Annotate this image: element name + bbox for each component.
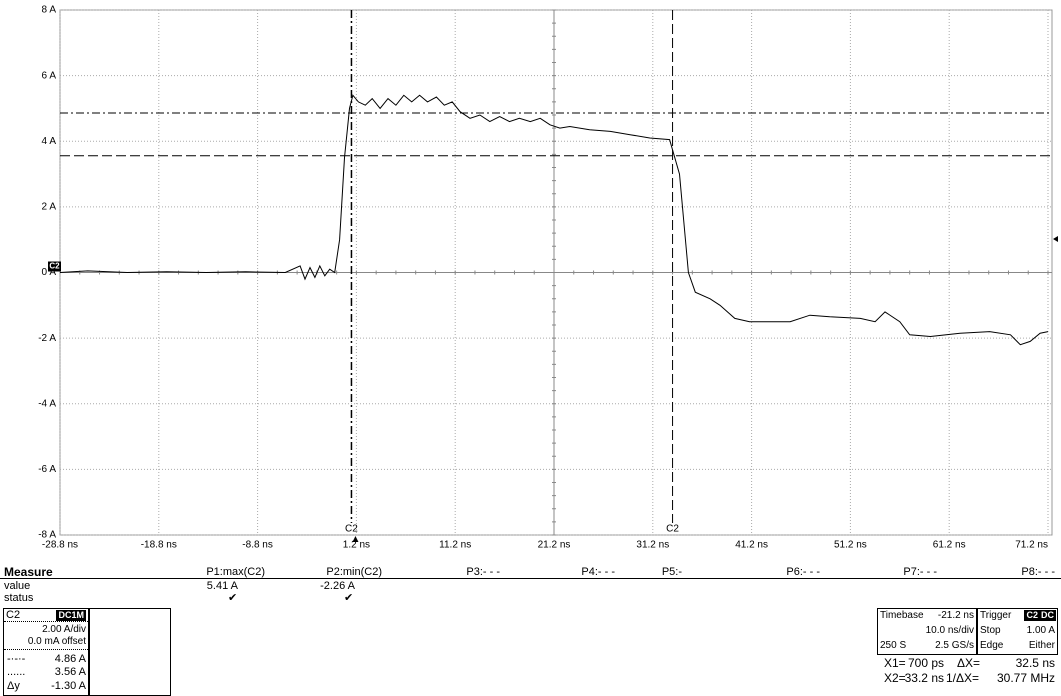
channel-marker: C2	[49, 262, 60, 271]
separator	[4, 621, 88, 622]
measure-param: P6:- - -	[786, 566, 820, 578]
trigger-type: Edge	[980, 640, 1004, 651]
y-tick-label: -6 A	[38, 464, 56, 475]
waveform	[59, 94, 1049, 346]
x-tick-label: -8.8 ns	[242, 540, 273, 551]
y-tick-label: 6 A	[42, 70, 57, 81]
measure-param: P4:- - -	[581, 566, 615, 578]
trigger-coupling: DC	[1039, 610, 1056, 621]
measure-param: P1:max(C2)	[206, 566, 265, 578]
trigger-slope: Either	[1028, 640, 1055, 651]
x-tick-label: 21.2 ns	[538, 540, 571, 551]
y-tick-label: 8 A	[42, 5, 57, 16]
x-tick-label: 41.2 ns	[735, 540, 768, 551]
x2-label: X2=	[884, 671, 906, 685]
status-icon: ✔	[344, 592, 354, 604]
x2-value: 33.2 ns	[904, 671, 944, 685]
x-tick-label: 51.2 ns	[834, 540, 867, 551]
trigger-title: Trigger	[980, 610, 1012, 621]
row-label: value	[4, 580, 31, 592]
timebase-box: Timebase -21.2 ns 10.0 ns/div 250 S 2.5 …	[877, 608, 977, 655]
empty-box	[89, 608, 171, 696]
dx-value: 32.5 ns	[1015, 656, 1055, 670]
cursor-tag: C2	[666, 524, 679, 535]
measure-value: -2.26 A	[320, 580, 355, 592]
timebase-delay: -21.2 ns	[937, 610, 974, 621]
dx-label: ΔX=	[957, 656, 981, 670]
dy-label: Δy	[7, 680, 20, 692]
separator	[0, 578, 1061, 579]
coupling-badge: DC1M	[56, 610, 86, 621]
x-tick-label: 1.2 ns	[343, 540, 370, 551]
timebase-div: 10.0 ns/div	[925, 625, 974, 636]
trigger-box: Trigger C2 DC Stop 1.00 A Edge Either	[977, 608, 1058, 655]
y-tick-label: -2 A	[38, 333, 56, 344]
inv-value: 30.77 MHz	[996, 671, 1055, 685]
timebase-samples: 250 S	[880, 640, 907, 651]
x1-value: 700 ps	[907, 656, 944, 670]
measure-param: P2:min(C2)	[326, 566, 382, 578]
y-tick-label: 4 A	[42, 136, 57, 147]
x-tick-label: 11.2 ns	[439, 540, 471, 551]
row-label: status	[4, 592, 34, 604]
chart: -8 A -6 A -4 A -2 A 0 A 2 A 4 A 6 A 8 A -28.8 ns -…	[38, 5, 1058, 551]
channel-box: C2 DC1M 2.00 A/div 0.0 mA offset -·-·- 4…	[3, 608, 89, 696]
channel-marker-bg	[48, 261, 61, 272]
timebase-rate: 2.5 GS/s	[935, 640, 974, 651]
level-arrow	[1053, 236, 1058, 242]
y-tick-label: 2 A	[42, 202, 57, 213]
dy-value: -1.30 A	[51, 680, 86, 692]
trigger-level: 1.00 A	[1026, 625, 1055, 636]
cursor-tag: C2	[345, 524, 358, 535]
y-tick-label: 0 A	[42, 267, 57, 278]
measure-param: P8:- - -	[1021, 566, 1055, 578]
cursor-style: -·-·-	[7, 653, 26, 665]
channel-scale: 2.00 A/div	[42, 624, 86, 635]
inv-label: 1/ΔX=	[946, 671, 980, 685]
x-tick-label: 61.2 ns	[933, 540, 966, 551]
measure-param: P7:- - -	[903, 566, 937, 578]
separator	[4, 649, 88, 650]
x1-label: X1=	[884, 656, 906, 670]
cursor-style: ......	[7, 666, 26, 678]
y-tick-label: -8 A	[38, 530, 56, 541]
status-icon: ✔	[228, 592, 238, 604]
cursor-value: 4.86 A	[54, 653, 86, 665]
y-tick-label: -4 A	[38, 398, 56, 409]
trigger-source: C2	[1024, 610, 1040, 621]
trigger-arrow	[352, 536, 359, 542]
channel-name: C2	[6, 609, 21, 621]
x-tick-label: 71.2 ns	[1015, 540, 1048, 551]
measure-param: P3:- - -	[466, 566, 500, 578]
cursor-value: 3.56 A	[54, 666, 86, 678]
channel-offset: 0.0 mA offset	[27, 636, 86, 647]
x-tick-label: -18.8 ns	[141, 540, 177, 551]
measure-value: 5.41 A	[206, 580, 238, 592]
trigger-mode: Stop	[980, 625, 1001, 636]
measure-title: Measure	[4, 565, 53, 579]
x-tick-label: 31.2 ns	[636, 540, 669, 551]
measure-param: P5:-	[661, 566, 682, 578]
timebase-title: Timebase	[880, 610, 924, 621]
x-tick-label: -28.8 ns	[42, 540, 78, 551]
